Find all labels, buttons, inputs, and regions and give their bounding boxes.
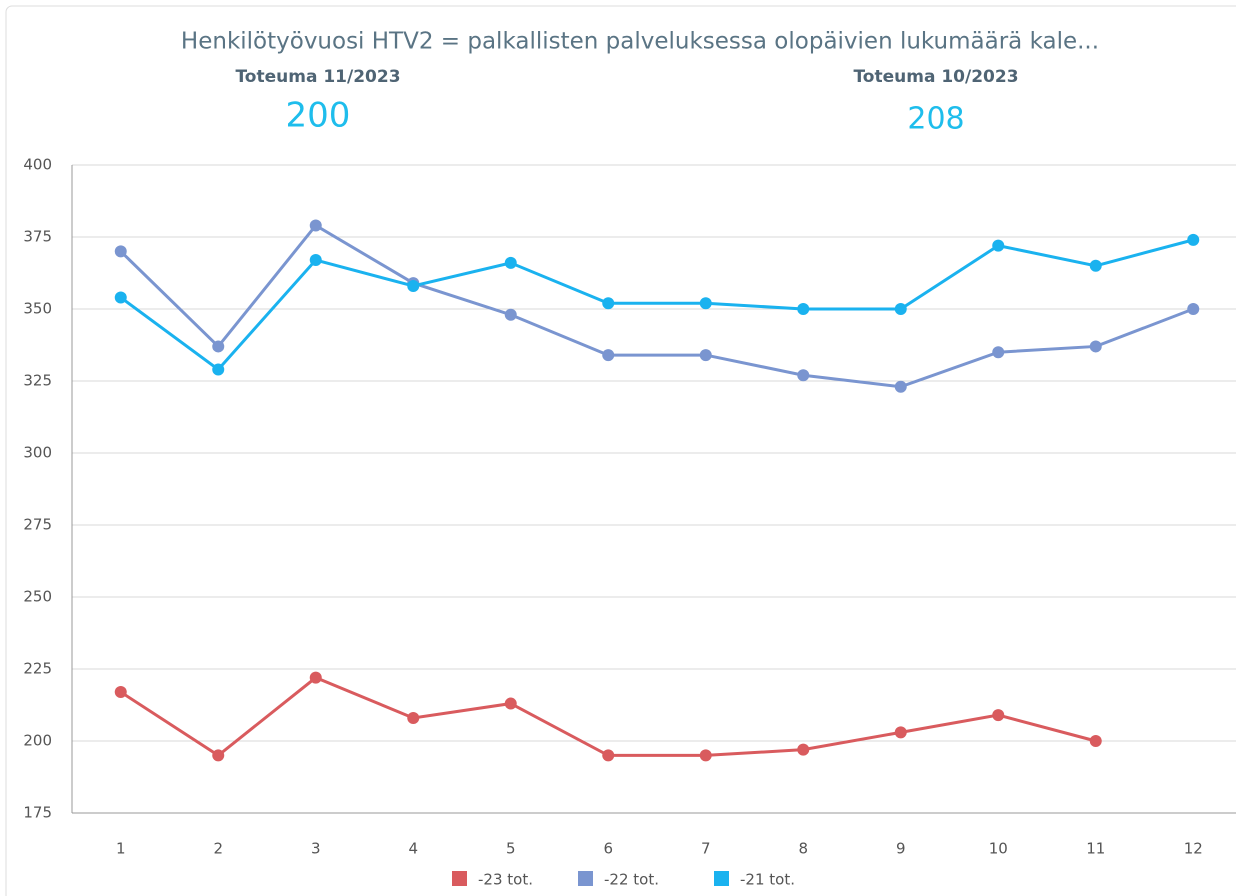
point xyxy=(114,686,127,699)
series-line xyxy=(119,238,1194,372)
y-tick-label: 200 xyxy=(23,732,52,750)
x-tick-label: 7 xyxy=(701,840,711,858)
kpi-label: Toteuma 10/2023 xyxy=(853,67,1018,87)
legend-swatch xyxy=(714,871,729,886)
point xyxy=(309,254,322,267)
x-tick-label: 3 xyxy=(311,840,321,858)
y-tick-label: 325 xyxy=(23,372,52,390)
x-tick-label: 1 xyxy=(116,840,126,858)
point xyxy=(407,711,420,724)
kpi-value: 200 xyxy=(286,96,351,136)
point xyxy=(992,239,1005,252)
point xyxy=(797,743,810,756)
kpi-value: 208 xyxy=(907,102,964,137)
point xyxy=(699,297,712,310)
point xyxy=(894,380,907,393)
point xyxy=(894,726,907,739)
y-tick-label: 175 xyxy=(23,804,52,822)
card xyxy=(5,5,1236,896)
y-tick-label: 300 xyxy=(23,444,52,462)
x-tick-label: 5 xyxy=(506,840,516,858)
x-tick-label: 12 xyxy=(1184,840,1203,858)
point xyxy=(1089,340,1102,353)
y-tick-label: 250 xyxy=(23,588,52,606)
point xyxy=(699,349,712,362)
point xyxy=(309,219,322,232)
point xyxy=(212,749,225,762)
x-tick-label: 6 xyxy=(603,840,613,858)
legend-label: -22 tot. xyxy=(604,871,659,889)
point xyxy=(309,671,322,684)
y-tick-label: 225 xyxy=(23,660,52,678)
point xyxy=(1089,735,1102,747)
legend-swatch xyxy=(578,871,593,886)
point xyxy=(114,245,127,258)
y-tick-label: 275 xyxy=(23,516,52,534)
x-tick-label: 4 xyxy=(408,840,418,858)
point xyxy=(602,297,615,310)
point xyxy=(797,369,810,382)
point xyxy=(1187,303,1200,315)
point xyxy=(602,349,615,362)
point xyxy=(1187,233,1200,246)
point xyxy=(797,303,810,315)
point xyxy=(212,340,225,353)
point xyxy=(602,749,615,762)
point xyxy=(504,308,517,321)
x-tick-label: 11 xyxy=(1086,840,1105,858)
series-line xyxy=(119,223,1194,389)
legend-label: -21 tot. xyxy=(740,871,795,889)
legend-label: -23 tot. xyxy=(478,871,533,889)
point xyxy=(992,346,1005,359)
y-tick-label: 375 xyxy=(23,228,52,246)
x-tick-label: 8 xyxy=(798,840,808,858)
point xyxy=(504,697,517,710)
kpi-label: Toteuma 11/2023 xyxy=(235,67,400,87)
x-tick-label: 9 xyxy=(896,840,906,858)
point xyxy=(212,363,225,376)
x-tick-label: 2 xyxy=(213,840,223,858)
point xyxy=(1089,259,1102,272)
point xyxy=(992,709,1005,722)
point xyxy=(407,279,420,292)
chart-title: Henkilötyövuosi HTV2 = palkallisten palv… xyxy=(181,29,1099,55)
point xyxy=(894,303,907,315)
point xyxy=(504,256,517,269)
point xyxy=(114,291,127,304)
point xyxy=(699,749,712,762)
y-tick-label: 350 xyxy=(23,300,52,318)
x-tick-label: 10 xyxy=(989,840,1008,858)
legend-swatch xyxy=(452,871,467,886)
y-tick-label: 400 xyxy=(23,156,52,174)
